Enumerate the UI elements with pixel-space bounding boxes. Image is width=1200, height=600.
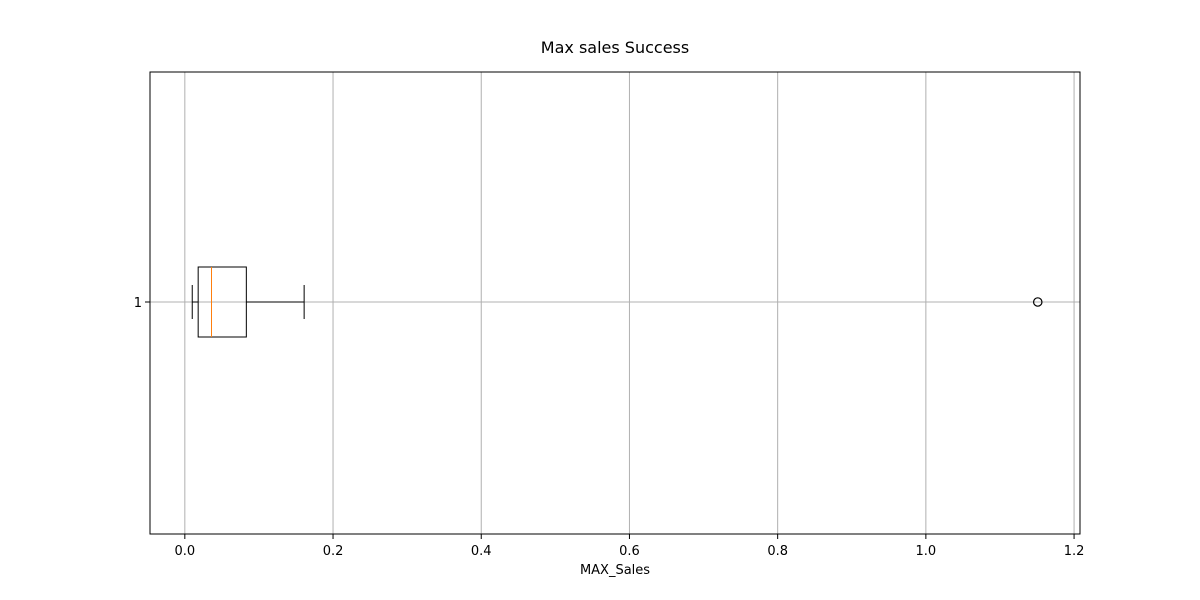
x-tick-label: 1.0 (916, 544, 937, 559)
chart-title: Max sales Success (541, 38, 689, 57)
y-tick-label: 1 (134, 296, 142, 311)
x-axis-label: MAX_Sales (580, 563, 650, 578)
outlier-point (1032, 297, 1043, 307)
axes: 0.0 0.2 0.4 0.6 0.8 1.0 1.2 1 (134, 296, 1085, 559)
x-tick-label: 0.6 (619, 544, 640, 559)
x-tick-label: 0.4 (471, 544, 492, 559)
x-tick-label: 0.8 (767, 544, 788, 559)
x-tick-label: 0.2 (323, 544, 344, 559)
box-plots (191, 266, 1043, 338)
x-tick-label: 0.0 (174, 544, 195, 559)
x-tick-label: 1.2 (1064, 544, 1085, 559)
box-iqr (197, 266, 247, 338)
grid-lines (150, 72, 1080, 534)
plot-frame (149, 71, 1081, 535)
